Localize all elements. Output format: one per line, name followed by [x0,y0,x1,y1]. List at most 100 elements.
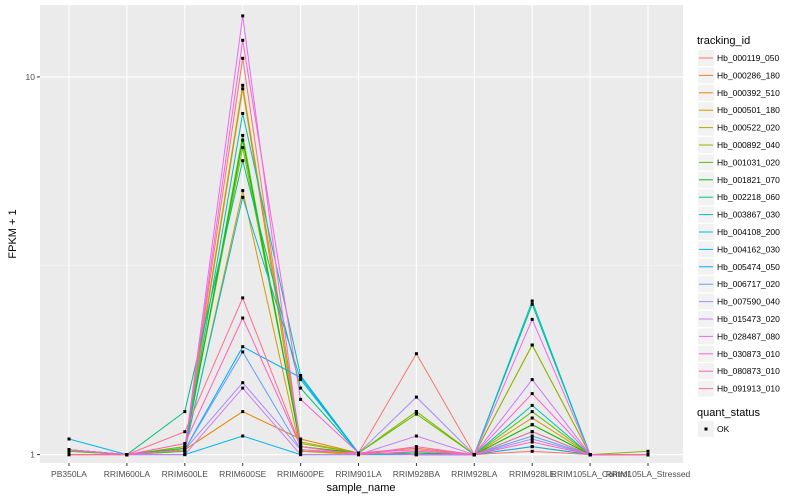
data-point [241,146,245,150]
data-point [241,350,245,354]
data-point [299,448,303,452]
data-point [414,395,418,399]
legend-label: Hb_028487_080 [717,331,780,341]
data-point [530,299,534,303]
y-axis-ticks: 1 10 [26,72,40,460]
legend-label: Hb_000392_510 [717,88,780,98]
data-point [67,437,71,441]
x-tick-label: RRIM928BA [393,469,441,479]
legend-title: tracking_id [697,35,750,47]
data-point [299,449,303,453]
data-point [241,138,245,142]
data-point [241,296,245,300]
data-point [530,437,534,441]
legend-label: Hb_005474_050 [717,262,780,272]
data-point [299,374,303,377]
grid [40,5,683,463]
data-point [357,451,360,455]
legend-label: Hb_000501_180 [717,105,780,115]
data-point [414,453,418,457]
y-tick-label: 10 [26,72,36,82]
y-tick-label: 1 [30,450,35,460]
data-point [67,449,71,453]
data-point [299,386,303,390]
y-axis-title: FPKM + 1 [7,209,19,258]
x-tick-label: RRIM928LE [509,469,556,479]
data-point [530,430,534,434]
data-point [414,448,418,452]
data-point [646,449,650,453]
data-point [646,453,650,457]
data-point [530,416,534,420]
legend-label: Hb_000892_040 [717,140,780,150]
x-tick-label: RRIM105LA_Stressed [606,469,691,479]
plot-panel [40,5,683,463]
data-point [530,403,534,407]
legend-label: Hb_002218_060 [717,192,780,202]
data-point [414,449,418,453]
legend-label: Hb_000286_180 [717,70,780,80]
data-point [530,302,534,306]
data-point [183,449,187,453]
legend-label: Hb_007590_040 [717,297,780,307]
status-legend-point [704,427,708,431]
legend-label: Hb_003867_030 [717,210,780,220]
data-point [299,445,303,449]
data-point [588,453,592,457]
data-point [67,448,71,452]
data-point [67,453,71,457]
data-point [183,442,187,445]
data-point [241,386,245,390]
x-axis-ticks: PB350LA RRIM600LA RRIM600LE RRIM600SE RRIM60… [51,463,691,479]
data-point [530,434,534,438]
legend-label: Hb_015473_020 [717,314,780,324]
data-point [241,87,245,91]
data-point [125,453,129,457]
series-points [67,14,650,457]
data-point [241,316,245,320]
status-legend-label: OK [717,424,730,434]
x-tick-label: RRIM600SE [219,469,267,479]
data-point [183,430,187,434]
data-point [241,56,245,60]
data-point [414,410,418,414]
data-point [241,195,245,199]
legend-label: Hb_030873_010 [717,349,780,359]
status-legend-title: quant_status [697,407,760,419]
data-point [530,378,534,382]
x-tick-label: RRIM901LA [335,469,382,479]
data-point [414,451,418,455]
data-point [241,410,245,414]
data-point [241,159,245,163]
data-point [183,453,187,457]
x-tick-label: PB350LA [51,469,87,479]
data-point [414,445,418,449]
legend-label: Hb_001031_020 [717,157,780,167]
legend-label: Hb_091913_010 [717,384,780,394]
data-point [530,392,534,396]
x-tick-label: RRIM928LA [451,469,498,479]
data-point [530,449,534,453]
legend-label: Hb_004108_200 [717,227,780,237]
data-point [183,445,187,449]
legend-label: Hb_001821_070 [717,175,780,185]
data-point [299,453,303,457]
data-point [299,397,303,401]
data-point [299,442,303,445]
data-point [472,453,476,457]
data-point [183,448,187,452]
data-point [357,453,360,457]
data-point [530,343,534,347]
data-point [299,376,303,379]
data-point [414,412,418,416]
data-point [241,38,245,42]
data-point [241,189,245,193]
x-tick-label: RRIM600LE [162,469,209,479]
data-point [299,378,303,382]
data-point [241,112,245,115]
data-point [241,133,245,137]
legend-label: Hb_080873_010 [717,366,780,376]
legend: Hb_000119_050 Hb_000286_180 Hb_000392_510 H… [698,50,780,397]
data-point [414,352,418,356]
